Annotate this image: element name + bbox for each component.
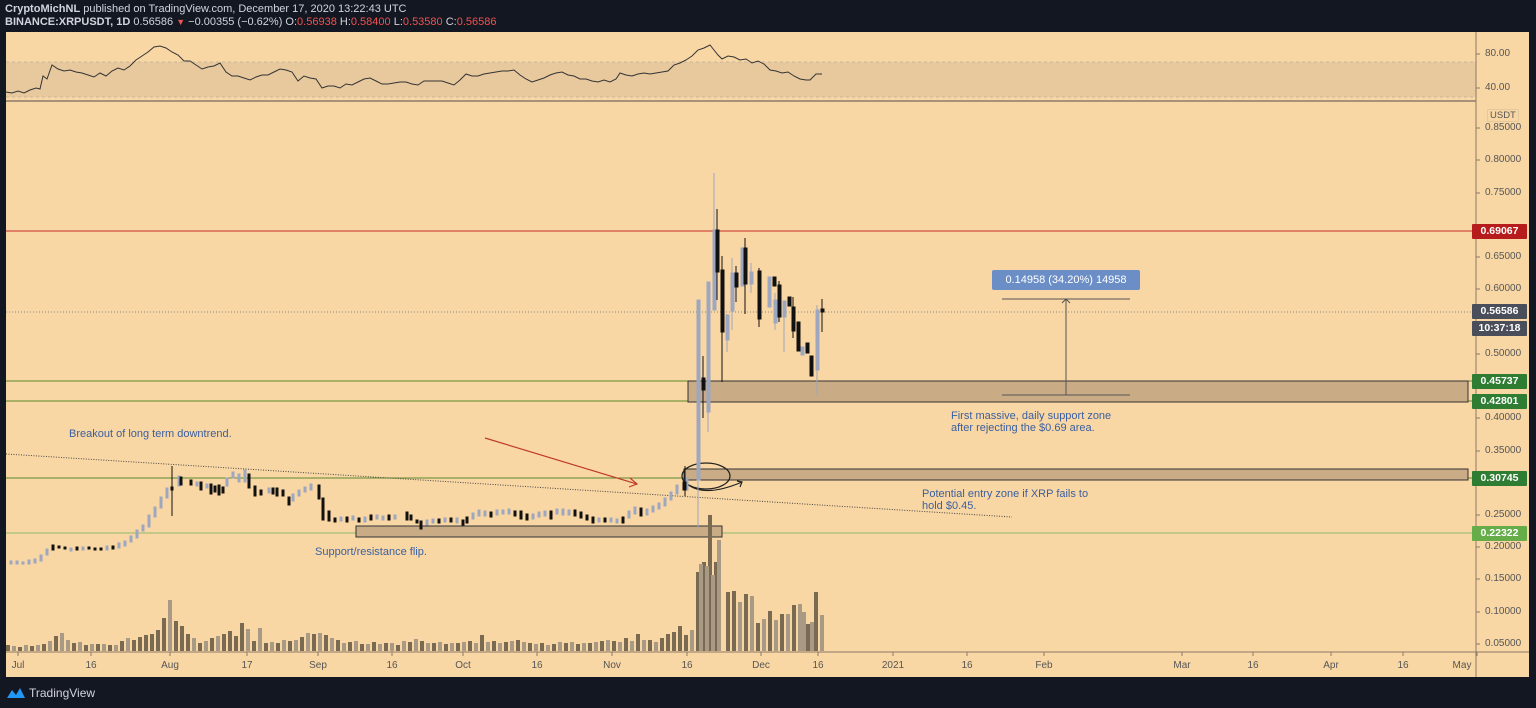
time-axis-label: 17 bbox=[241, 660, 253, 671]
zone-bottom-price-tag: 0.42801 bbox=[1472, 394, 1527, 409]
annotation-entry-zone[interactable]: Potential entry zone if XRP fails to hol… bbox=[922, 488, 1089, 512]
author-name[interactable]: CryptoMichNL bbox=[5, 3, 81, 15]
price-axis-label: 0.10000 bbox=[1485, 606, 1522, 617]
price-range-measure[interactable] bbox=[1002, 298, 1130, 396]
time-axis-label: 16 bbox=[1397, 660, 1409, 671]
footer: TradingView bbox=[0, 677, 1536, 708]
high-value: 0.58400 bbox=[350, 16, 391, 28]
time-axis-label: 2021 bbox=[881, 660, 905, 671]
time-axis-label: Aug bbox=[161, 660, 179, 671]
breakout-ellipse bbox=[681, 462, 731, 490]
open-value: 0.56938 bbox=[297, 16, 337, 28]
support-zone-main[interactable] bbox=[687, 380, 1469, 403]
price-change: −0.00355 (−0.62%) bbox=[188, 16, 283, 28]
zone-top-price-tag: 0.45737 bbox=[1472, 374, 1527, 389]
publish-line: CryptoMichNL published on TradingView.co… bbox=[5, 3, 1536, 16]
x-axis-ticks bbox=[17, 652, 1478, 656]
low-label: L: bbox=[393, 16, 403, 28]
low-value: 0.53580 bbox=[402, 16, 443, 28]
countdown-tag: 10:37:18 bbox=[1472, 321, 1527, 336]
time-axis-label: Nov bbox=[603, 660, 621, 671]
time-axis-label: 16 bbox=[812, 660, 824, 671]
rsi-axis-label: 40.00 bbox=[1485, 82, 1511, 93]
time-axis-label: 16 bbox=[1247, 660, 1259, 671]
time-axis-label: 16 bbox=[961, 660, 973, 671]
annotation-breakout[interactable]: Breakout of long term downtrend. bbox=[69, 428, 232, 440]
price-axis-label: 0.80000 bbox=[1485, 154, 1522, 165]
rsi-axis-label: 80.00 bbox=[1485, 48, 1511, 59]
flip-price-tag: 0.22322 bbox=[1472, 526, 1527, 541]
publish-info: published on TradingView.com, December 1… bbox=[80, 3, 407, 15]
footer-brand[interactable]: TradingView bbox=[29, 685, 96, 700]
price-axis-label: 0.60000 bbox=[1485, 283, 1522, 294]
time-axis-label: Sep bbox=[309, 660, 327, 671]
price-axis-label: 0.40000 bbox=[1485, 412, 1522, 423]
currency-unit-label[interactable]: USDT bbox=[1487, 109, 1519, 122]
resistance-price-tag: 0.69067 bbox=[1472, 224, 1527, 239]
time-axis-label: 16 bbox=[386, 660, 398, 671]
price-axis-label: 0.75000 bbox=[1485, 187, 1522, 198]
price-axis-label: 0.35000 bbox=[1485, 445, 1522, 456]
entry-zone-price-tag: 0.30745 bbox=[1472, 471, 1527, 486]
candles bbox=[9, 173, 825, 565]
time-axis-label: Feb bbox=[1035, 660, 1053, 671]
time-axis-label: Oct bbox=[455, 660, 471, 671]
last-price: 0.56586 bbox=[133, 16, 174, 28]
tradingview-logo-icon[interactable] bbox=[6, 686, 26, 700]
high-label: H: bbox=[339, 16, 351, 28]
chart-header: CryptoMichNL published on TradingView.co… bbox=[0, 0, 1536, 32]
symbol-line: BINANCE:XRPUSDT, 1D 0.56586 ▼ −0.00355 (… bbox=[5, 16, 1536, 29]
price-axis-label: 0.15000 bbox=[1485, 573, 1522, 584]
flip-zone[interactable] bbox=[355, 525, 723, 538]
rsi-pane bbox=[5, 44, 1476, 102]
time-axis-label: May bbox=[1452, 660, 1472, 671]
time-axis-label: Mar bbox=[1173, 660, 1191, 671]
current-price-tag: 0.56586 bbox=[1472, 304, 1527, 319]
measure-label[interactable]: 0.14958 (34.20%) 14958 bbox=[992, 270, 1140, 290]
time-axis-label: 16 bbox=[85, 660, 97, 671]
open-label: O: bbox=[285, 16, 298, 28]
price-axis-label: 0.05000 bbox=[1485, 638, 1522, 649]
rsi-line bbox=[5, 44, 822, 94]
price-axis-label: 0.25000 bbox=[1485, 509, 1522, 520]
price-axis-label: 0.85000 bbox=[1485, 122, 1522, 133]
red-arrow-icon bbox=[484, 437, 639, 488]
chart-area[interactable] bbox=[6, 32, 1529, 677]
price-axis-label: 0.50000 bbox=[1485, 348, 1522, 359]
volume-bars bbox=[6, 515, 824, 651]
price-axis-label: 0.20000 bbox=[1485, 541, 1522, 552]
symbol-name: BINANCE:XRPUSDT, 1D bbox=[5, 16, 131, 28]
downtrend-line[interactable] bbox=[5, 453, 1013, 518]
down-triangle-icon: ▼ bbox=[176, 17, 186, 27]
time-axis-label: Dec bbox=[752, 660, 770, 671]
time-axis-label: Jul bbox=[11, 660, 25, 671]
close-value: 0.56586 bbox=[456, 16, 497, 28]
close-label: C: bbox=[445, 16, 457, 28]
time-axis-label: 16 bbox=[681, 660, 693, 671]
time-axis-label: 16 bbox=[531, 660, 543, 671]
rsi-band bbox=[6, 62, 1476, 97]
time-axis-label: Apr bbox=[1323, 660, 1339, 671]
entry-zone[interactable] bbox=[683, 468, 1469, 481]
annotation-support-zone[interactable]: First massive, daily support zone after … bbox=[951, 410, 1112, 434]
y-axis-ticks bbox=[1476, 53, 1480, 645]
price-axis-label: 0.65000 bbox=[1485, 251, 1522, 262]
annotation-flip[interactable]: Support/resistance flip. bbox=[315, 546, 427, 558]
